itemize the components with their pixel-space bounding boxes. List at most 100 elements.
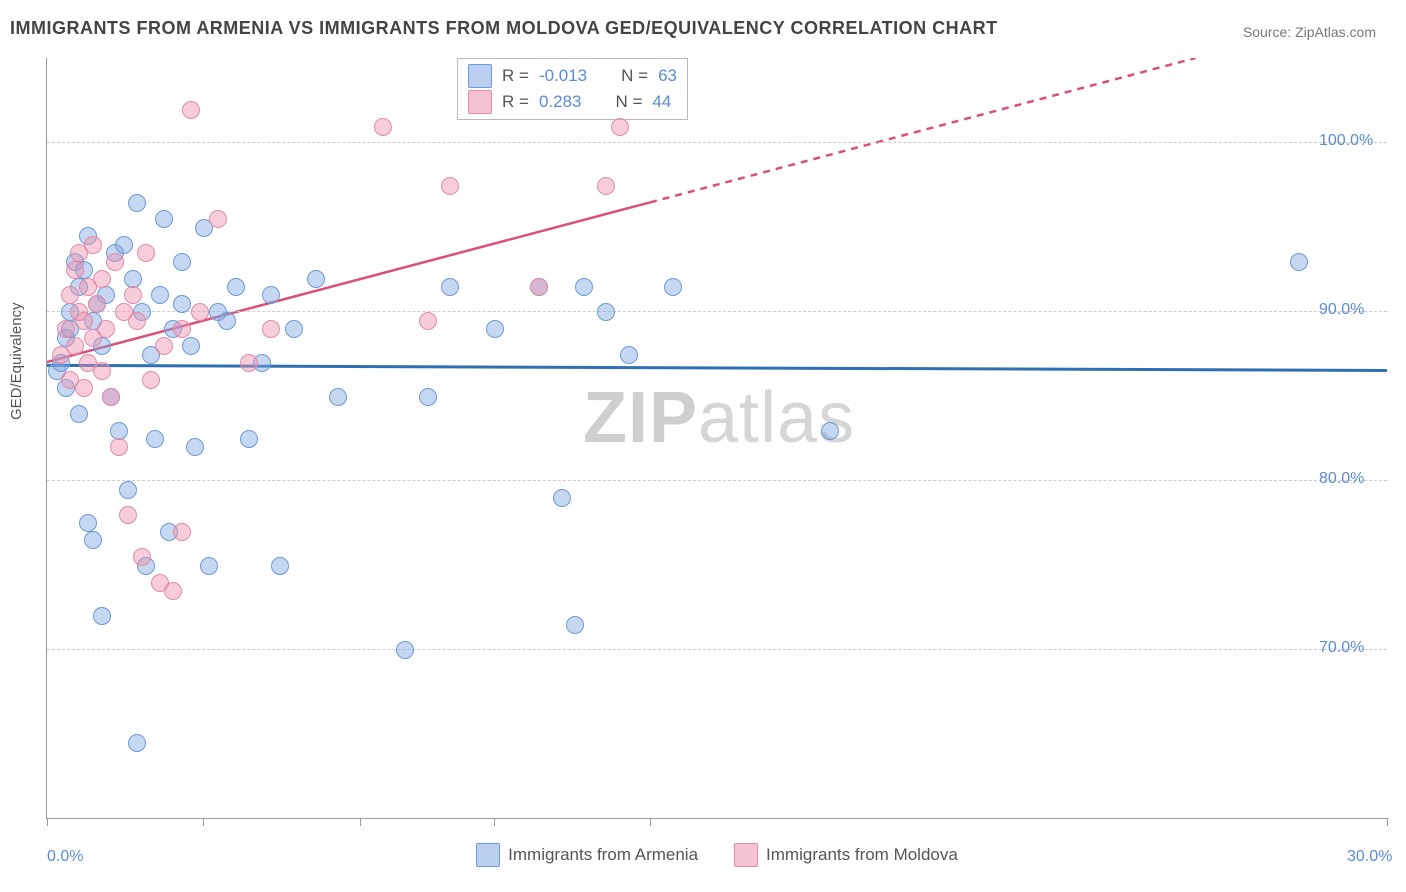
point-armenia: [151, 286, 169, 304]
stat-r-value: -0.013: [539, 63, 587, 89]
point-moldova: [106, 253, 124, 271]
swatch-armenia-icon: [468, 64, 492, 88]
point-moldova: [155, 337, 173, 355]
plot-area: ZIPatlas R = -0.013N = 63R = 0.283N = 44…: [46, 58, 1387, 819]
point-moldova: [441, 177, 459, 195]
point-moldova: [182, 101, 200, 119]
gridline: [47, 142, 1387, 143]
point-armenia: [173, 295, 191, 313]
point-armenia: [307, 270, 325, 288]
x-tick: [203, 818, 204, 826]
legend-label: Immigrants from Moldova: [766, 845, 958, 865]
point-armenia: [271, 557, 289, 575]
point-moldova: [164, 582, 182, 600]
point-moldova: [173, 523, 191, 541]
x-tick: [650, 818, 651, 826]
point-armenia: [84, 531, 102, 549]
stat-n-value: 44: [652, 89, 671, 115]
y-tick-label: 90.0%: [1319, 301, 1406, 319]
point-armenia: [173, 253, 191, 271]
point-moldova: [66, 261, 84, 279]
point-moldova: [419, 312, 437, 330]
point-armenia: [262, 286, 280, 304]
y-tick-label: 70.0%: [1319, 639, 1406, 657]
point-moldova: [93, 362, 111, 380]
point-armenia: [200, 557, 218, 575]
point-armenia: [70, 405, 88, 423]
legend-label: Immigrants from Armenia: [508, 845, 698, 865]
point-moldova: [209, 210, 227, 228]
point-armenia: [285, 320, 303, 338]
stat-r-value: 0.283: [539, 89, 582, 115]
point-armenia: [119, 481, 137, 499]
point-moldova: [262, 320, 280, 338]
point-armenia: [93, 607, 111, 625]
point-armenia: [396, 641, 414, 659]
stat-r-label: R =: [502, 63, 529, 89]
point-moldova: [142, 371, 160, 389]
point-moldova: [119, 506, 137, 524]
point-armenia: [486, 320, 504, 338]
point-moldova: [61, 286, 79, 304]
point-armenia: [240, 430, 258, 448]
point-armenia: [227, 278, 245, 296]
watermark-prefix: ZIP: [583, 378, 698, 458]
stats-row: R = 0.283 N = 44: [468, 89, 677, 115]
point-moldova: [191, 303, 209, 321]
stat-r-label: R =: [502, 89, 529, 115]
point-armenia: [128, 734, 146, 752]
point-moldova: [530, 278, 548, 296]
source-label: Source:: [1243, 24, 1295, 40]
point-armenia: [218, 312, 236, 330]
regression-line-dashed: [650, 58, 1196, 202]
y-tick-label: 100.0%: [1319, 132, 1406, 150]
point-armenia: [441, 278, 459, 296]
point-moldova: [128, 312, 146, 330]
point-moldova: [240, 354, 258, 372]
gridline: [47, 311, 1387, 312]
point-armenia: [110, 422, 128, 440]
point-armenia: [664, 278, 682, 296]
source-attribution: Source: ZipAtlas.com: [1243, 24, 1376, 40]
point-armenia: [182, 337, 200, 355]
point-moldova: [75, 379, 93, 397]
swatch-moldova-icon: [468, 90, 492, 114]
point-moldova: [173, 320, 191, 338]
point-moldova: [88, 295, 106, 313]
point-armenia: [155, 210, 173, 228]
point-moldova: [97, 320, 115, 338]
x-tick: [1387, 818, 1388, 826]
point-armenia: [575, 278, 593, 296]
point-armenia: [79, 514, 97, 532]
stat-n-label: N =: [615, 89, 642, 115]
chart-title: IMMIGRANTS FROM ARMENIA VS IMMIGRANTS FR…: [10, 18, 998, 39]
legend-item: Immigrants from Armenia: [476, 843, 698, 867]
point-moldova: [102, 388, 120, 406]
point-moldova: [57, 320, 75, 338]
point-moldova: [133, 548, 151, 566]
legend-item: Immigrants from Moldova: [734, 843, 958, 867]
stat-n-value: 63: [658, 63, 677, 89]
swatch-moldova-icon: [734, 843, 758, 867]
y-tick-label: 80.0%: [1319, 470, 1406, 488]
point-moldova: [93, 270, 111, 288]
point-armenia: [620, 346, 638, 364]
point-moldova: [110, 438, 128, 456]
point-moldova: [374, 118, 392, 136]
point-armenia: [597, 303, 615, 321]
chart-container: IMMIGRANTS FROM ARMENIA VS IMMIGRANTS FR…: [0, 0, 1406, 892]
x-tick: [494, 818, 495, 826]
point-armenia: [566, 616, 584, 634]
bottom-legend: Immigrants from Armenia Immigrants from M…: [47, 843, 1387, 872]
point-moldova: [124, 286, 142, 304]
y-axis-label: GED/Equivalency: [8, 302, 25, 420]
gridline: [47, 480, 1387, 481]
x-tick: [360, 818, 361, 826]
point-armenia: [553, 489, 571, 507]
stat-n-label: N =: [621, 63, 648, 89]
point-armenia: [419, 388, 437, 406]
point-moldova: [137, 244, 155, 262]
point-moldova: [75, 312, 93, 330]
point-armenia: [115, 236, 133, 254]
stats-legend-box: R = -0.013 N = 63 R = 0.283 N = 44: [457, 58, 688, 120]
